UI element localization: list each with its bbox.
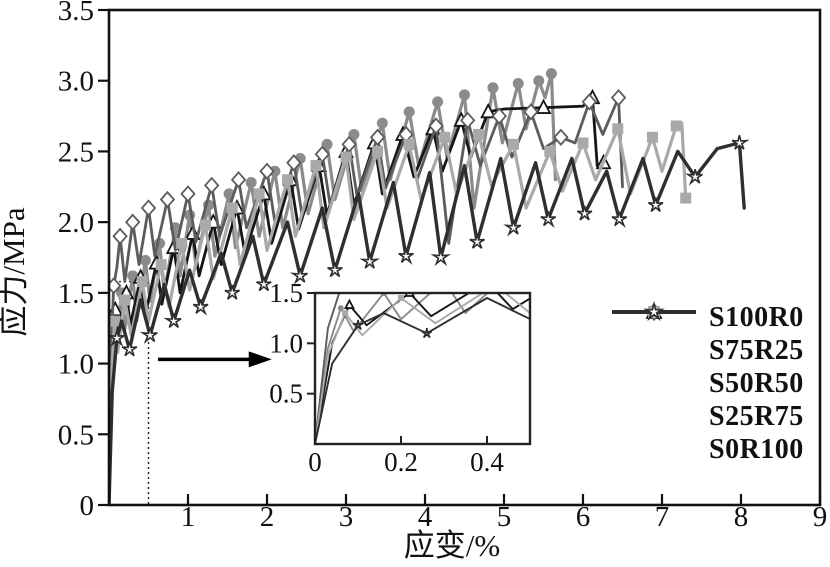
diamond-marker-icon [608, 302, 700, 395]
svg-text:0.5: 0.5 [269, 379, 303, 409]
star-marker-icon [608, 301, 700, 461]
legend-item-s25r75: S25R75 [608, 306, 804, 433]
svg-text:2.0: 2.0 [58, 207, 94, 239]
legend-item-s0r100: S0R100 [608, 301, 804, 466]
svg-text:0.2: 0.2 [384, 447, 418, 477]
inset-frame [313, 291, 532, 446]
square-marker-icon [608, 306, 700, 428]
zoom-region-box [108, 280, 150, 506]
svg-text:3.0: 3.0 [58, 66, 94, 98]
svg-text:3: 3 [339, 501, 354, 533]
svg-text:1.0: 1.0 [58, 349, 94, 381]
svg-text:2: 2 [260, 501, 275, 533]
legend: S100R0 S75R25 S50R50 S25R75 S0R100 [608, 301, 804, 466]
svg-text:1.0: 1.0 [269, 328, 303, 358]
y-axis-title: 应力/MPa [0, 207, 31, 336]
svg-text:7: 7 [655, 501, 670, 533]
legend-label: S50R50 [709, 367, 804, 399]
svg-text:9: 9 [813, 501, 828, 533]
zoom-arrow-head [248, 351, 272, 368]
legend-label: S0R100 [709, 433, 804, 465]
svg-text:0: 0 [80, 490, 95, 522]
svg-text:2.5: 2.5 [58, 136, 94, 168]
legend-item-s50r50: S50R50 [608, 302, 804, 400]
series-S25R75 [109, 120, 692, 505]
x-axis-title: 应变/% [404, 528, 500, 563]
svg-text:8: 8 [734, 501, 749, 533]
svg-text:1.5: 1.5 [58, 278, 94, 310]
legend-label: S75R25 [709, 334, 804, 366]
legend-label: S25R75 [709, 400, 804, 432]
svg-text:3.5: 3.5 [58, 0, 94, 27]
inset-series-S0R100 [315, 297, 530, 444]
plot-frame [107, 8, 822, 507]
svg-text:1: 1 [181, 501, 196, 533]
series-S0R100 [109, 134, 750, 505]
legend-label: S100R0 [709, 301, 804, 333]
svg-text:1.5: 1.5 [269, 278, 303, 308]
svg-text:0.5: 0.5 [58, 419, 94, 451]
inset-background [315, 293, 530, 444]
svg-text:5: 5 [497, 501, 512, 533]
svg-text:0.4: 0.4 [470, 447, 504, 477]
triangle-marker-icon [608, 302, 700, 362]
inset-series-S25R75 [315, 293, 530, 444]
svg-text:6: 6 [576, 501, 591, 533]
svg-text:0: 0 [308, 447, 322, 477]
svg-text:4: 4 [418, 501, 433, 533]
legend-item-s75r25: S75R25 [608, 302, 804, 367]
inset-series-S75R25 [315, 293, 530, 444]
